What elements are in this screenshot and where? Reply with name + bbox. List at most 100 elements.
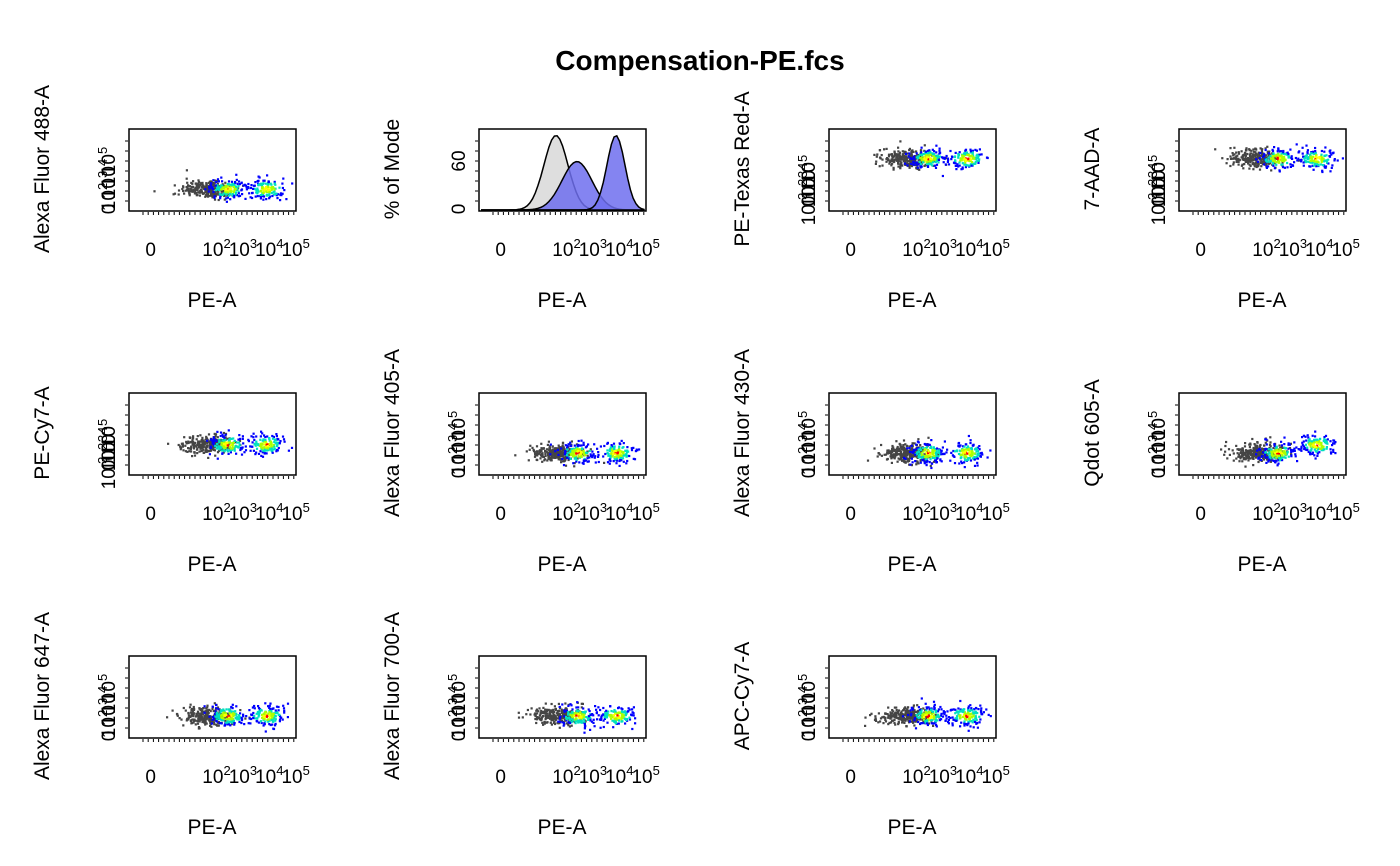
event-point-pop3 bbox=[259, 194, 262, 197]
event-point-pop3 bbox=[1304, 155, 1307, 158]
event-point-pop2 bbox=[571, 449, 574, 452]
event-point-pop2 bbox=[919, 449, 922, 452]
event-point-pop2 bbox=[1283, 443, 1286, 446]
event-point-pop2 bbox=[219, 184, 223, 187]
event-point-pop1 bbox=[910, 153, 913, 156]
event-point-pop3 bbox=[968, 154, 971, 157]
event-point-pop3 bbox=[1324, 165, 1328, 168]
event-point-pop3 bbox=[615, 459, 618, 462]
event-point-pop1 bbox=[903, 151, 906, 154]
event-point-pop2 bbox=[1267, 156, 1270, 159]
event-point-pop2 bbox=[930, 466, 933, 470]
event-point-pop2 bbox=[580, 450, 583, 453]
event-point-pop3 bbox=[264, 438, 267, 442]
scatter-points bbox=[1220, 430, 1337, 468]
event-point-pop2 bbox=[926, 448, 930, 452]
event-point-pop1 bbox=[586, 454, 589, 457]
event-point-pop1 bbox=[201, 185, 204, 188]
event-point-pop2 bbox=[227, 452, 230, 455]
event-point-pop3 bbox=[263, 448, 267, 451]
event-point-pop3 bbox=[269, 723, 272, 727]
event-point-pop3 bbox=[261, 447, 264, 450]
event-point-pop1 bbox=[542, 710, 546, 713]
event-point-pop2 bbox=[211, 715, 215, 719]
event-point-pop1 bbox=[1252, 448, 1255, 451]
event-point-pop1 bbox=[1244, 465, 1247, 468]
event-point-pop3 bbox=[265, 715, 268, 718]
event-point-pop1 bbox=[530, 707, 533, 710]
event-point-pop2 bbox=[243, 451, 246, 454]
event-point-pop1 bbox=[184, 444, 187, 447]
event-point-pop3 bbox=[261, 432, 264, 435]
event-point-pop1 bbox=[901, 153, 904, 156]
event-point-pop1 bbox=[1267, 154, 1271, 157]
event-point-pop2 bbox=[572, 450, 575, 453]
event-point-pop1 bbox=[1229, 164, 1232, 168]
event-point-pop3 bbox=[1314, 151, 1317, 155]
event-point-pop1 bbox=[564, 702, 567, 705]
x-tick-label: 105 bbox=[281, 236, 309, 261]
event-point-pop2 bbox=[929, 157, 932, 160]
event-point-pop3 bbox=[1321, 158, 1324, 161]
event-point-pop2 bbox=[215, 186, 218, 189]
event-point-pop1 bbox=[187, 189, 190, 192]
event-point-pop2 bbox=[230, 437, 233, 440]
event-point-pop3 bbox=[950, 451, 953, 454]
x-tick-label: 103 bbox=[229, 763, 257, 788]
event-point-pop2 bbox=[226, 191, 229, 194]
event-point-pop2 bbox=[549, 443, 552, 446]
event-point-pop2 bbox=[939, 453, 942, 456]
event-point-pop2 bbox=[556, 448, 559, 451]
event-point-pop3 bbox=[958, 462, 961, 465]
event-point-pop1 bbox=[553, 453, 556, 456]
event-point-pop3 bbox=[1330, 153, 1333, 156]
event-point-pop1 bbox=[1226, 158, 1229, 161]
event-point-pop3 bbox=[1319, 447, 1322, 450]
event-point-pop3 bbox=[271, 720, 274, 723]
event-point-pop3 bbox=[1321, 156, 1324, 159]
event-point-pop2 bbox=[249, 445, 252, 448]
event-point-pop3 bbox=[263, 443, 266, 446]
event-point-pop1 bbox=[1242, 167, 1245, 170]
event-point-pop3 bbox=[1320, 149, 1323, 153]
event-point-pop1 bbox=[541, 710, 544, 713]
event-point-pop1 bbox=[896, 159, 899, 162]
event-point-pop1 bbox=[211, 183, 214, 186]
y-axis-label: Alexa Fluor 488-A bbox=[31, 85, 54, 253]
event-point-pop2 bbox=[232, 190, 235, 194]
event-point-pop2 bbox=[207, 190, 210, 193]
event-point-pop1 bbox=[548, 713, 551, 716]
event-point-pop1 bbox=[535, 716, 538, 719]
event-point-pop2 bbox=[218, 193, 221, 196]
event-point-pop3 bbox=[264, 712, 267, 716]
event-point-pop2 bbox=[1284, 456, 1287, 459]
event-point-pop1 bbox=[193, 454, 197, 457]
event-point-pop2 bbox=[921, 453, 924, 457]
event-point-pop2 bbox=[569, 449, 572, 452]
event-point-pop1 bbox=[923, 164, 926, 167]
event-point-pop2 bbox=[591, 454, 594, 457]
event-point-pop1 bbox=[548, 448, 551, 451]
event-point-pop2 bbox=[912, 450, 915, 453]
event-point-pop1 bbox=[536, 451, 539, 454]
event-point-pop3 bbox=[969, 148, 972, 151]
event-point-pop2 bbox=[230, 706, 233, 709]
event-point-pop3 bbox=[1334, 452, 1337, 455]
event-point-pop1 bbox=[1245, 450, 1248, 453]
event-point-pop3 bbox=[968, 160, 971, 163]
event-point-pop2 bbox=[1287, 455, 1290, 458]
event-point-pop3 bbox=[1319, 437, 1322, 440]
event-point-pop2 bbox=[1272, 157, 1275, 160]
event-point-pop3 bbox=[271, 185, 275, 189]
event-point-pop2 bbox=[1276, 157, 1279, 160]
event-point-pop1 bbox=[893, 448, 896, 451]
event-point-pop1 bbox=[1254, 446, 1257, 449]
event-point-pop2 bbox=[214, 445, 217, 448]
event-point-pop1 bbox=[1239, 448, 1242, 451]
scatter-points bbox=[517, 701, 637, 734]
event-point-pop3 bbox=[1327, 158, 1330, 161]
event-point-pop1 bbox=[206, 449, 209, 452]
event-point-pop1 bbox=[1256, 441, 1259, 444]
event-point-pop2 bbox=[248, 192, 251, 195]
event-point-pop3 bbox=[621, 457, 625, 460]
